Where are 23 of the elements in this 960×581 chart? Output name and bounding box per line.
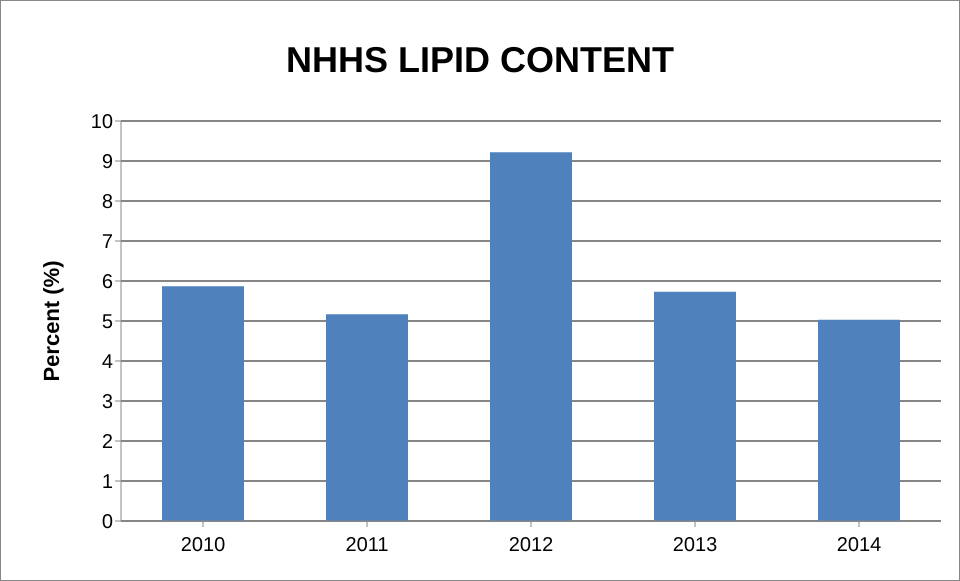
x-tick-label: 2010 (180, 534, 226, 556)
chart-title: NHHS LIPID CONTENT (284, 39, 675, 81)
bar (326, 314, 408, 521)
y-tick-label: 7 (102, 231, 113, 254)
y-tick-label: 9 (102, 151, 113, 174)
y-tick-label: 5 (102, 311, 113, 334)
y-tick-label: 8 (102, 191, 113, 214)
y-tick-label: 1 (102, 471, 113, 494)
x-tick-label: 2014 (836, 534, 882, 556)
y-tick-label: 6 (102, 271, 113, 294)
y-tick-label: 4 (102, 351, 113, 374)
bar (162, 286, 244, 521)
bar (818, 320, 900, 521)
y-tick-label: 0 (102, 511, 113, 534)
x-tick-label: 2013 (672, 534, 718, 556)
y-axis-title: Percent (%) (38, 260, 64, 382)
x-tick-label: 2011 (345, 534, 389, 556)
y-tick-label: 10 (90, 111, 113, 134)
bar (490, 152, 572, 521)
y-tick-label: 3 (102, 391, 113, 414)
x-tick-label: 2012 (508, 534, 554, 556)
bar (654, 292, 736, 521)
y-tick-label: 2 (102, 431, 113, 454)
